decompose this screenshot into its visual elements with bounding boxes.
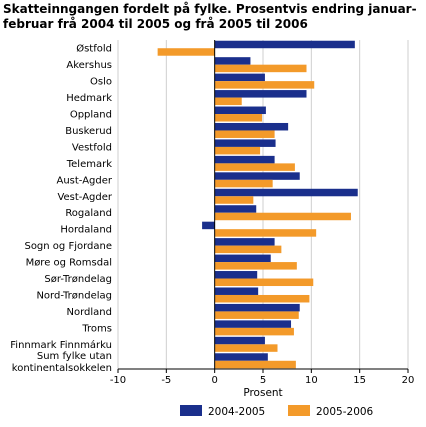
category-label: Østfold — [76, 43, 112, 55]
bar-series1 — [214, 238, 275, 246]
x-tick-label: 5 — [260, 375, 266, 386]
bar-series2 — [214, 212, 351, 221]
category-label: Buskerud — [65, 126, 112, 137]
x-tick-label: -5 — [161, 375, 171, 386]
bar-series2 — [214, 97, 242, 106]
category-label: Aust-Agder — [57, 175, 113, 186]
category-label: kontinentalsokkelen — [12, 363, 112, 374]
x-axis-label: Prosent — [243, 387, 282, 399]
bar-series2 — [214, 196, 254, 204]
bar-series2 — [214, 81, 315, 89]
chart-title: Skatteinngangen fordelt på fylke. Prosen… — [3, 2, 417, 31]
bars — [157, 40, 358, 369]
category-label: Vestfold — [72, 142, 112, 153]
bar-series2 — [214, 114, 263, 122]
bar-series2 — [214, 245, 282, 254]
bar-series1 — [214, 205, 257, 213]
bar-series1 — [214, 303, 300, 312]
legend-label: 2004-2005 — [208, 406, 265, 418]
category-label: Sør-Trøndelag — [44, 274, 112, 285]
x-tick-label: 10 — [305, 375, 318, 386]
bar-series1 — [214, 254, 271, 263]
category-label: Oslo — [90, 77, 112, 88]
bar-series1 — [214, 40, 355, 49]
x-tick-label: 20 — [402, 375, 415, 386]
bar-series1 — [202, 221, 215, 230]
bar-series2 — [214, 163, 295, 171]
legend-swatch — [288, 405, 310, 416]
bar-series2 — [214, 179, 273, 188]
bar-series2 — [214, 294, 310, 303]
category-label: Møre og Romsdal — [26, 258, 112, 269]
grid-lines — [117, 40, 409, 369]
category-label: Finnmark Finnmárku — [10, 339, 112, 351]
category-label: Nord-Trøndelag — [36, 290, 112, 301]
bar-series1 — [214, 139, 276, 147]
category-label: Sum fylke utan — [37, 351, 112, 362]
bar-series2 — [214, 130, 275, 138]
legend-label: 2005-2006 — [316, 406, 374, 418]
bar-series2 — [214, 262, 297, 270]
bar-series2 — [157, 48, 215, 56]
bar-series2 — [214, 64, 307, 73]
bar-series2 — [214, 327, 294, 336]
x-tick-label: 15 — [353, 375, 366, 386]
axes — [117, 40, 409, 373]
bar-series2 — [214, 311, 299, 319]
bar-series1 — [214, 106, 266, 115]
bar-series1 — [214, 155, 275, 164]
category-label: Troms — [81, 323, 112, 334]
category-label: Vest-Agder — [57, 192, 112, 203]
category-label: Telemark — [66, 159, 112, 170]
bar-series1 — [214, 172, 300, 180]
category-label: Oppland — [70, 110, 112, 121]
bar-series1 — [214, 122, 289, 131]
bar-series2 — [214, 146, 261, 155]
bar-series1 — [214, 73, 265, 82]
category-label: Hedmark — [66, 93, 112, 104]
bar-series2 — [214, 360, 296, 369]
x-tick-label: 0 — [211, 375, 217, 386]
bar-series1 — [214, 57, 251, 65]
bar-series1 — [214, 287, 259, 295]
category-label: Rogaland — [65, 208, 112, 219]
legend: 2004-2005 2005-2006 — [180, 405, 374, 418]
category-label: Hordaland — [60, 225, 112, 236]
bar-series2 — [214, 278, 314, 287]
category-label: Akershus — [66, 60, 112, 71]
category-label: Sogn og Fjordane — [24, 241, 112, 252]
bar-series2 — [214, 229, 317, 237]
legend-swatch — [180, 405, 202, 416]
x-tick-label: -10 — [110, 375, 126, 386]
bar-series1 — [214, 90, 307, 98]
x-tick-labels: -10 -5 0 5 10 15 20 — [110, 375, 415, 386]
bar-series1 — [214, 320, 292, 328]
bar-series1 — [214, 336, 265, 345]
category-label: Nordland — [67, 307, 112, 318]
category-labels: Østfold Akershus Oslo Hedmark Oppland Buskeru… — [10, 43, 113, 374]
bar-series2 — [214, 344, 278, 352]
bar-series1 — [214, 353, 268, 361]
bar-series1 — [214, 271, 258, 279]
bar-series1 — [214, 188, 358, 197]
